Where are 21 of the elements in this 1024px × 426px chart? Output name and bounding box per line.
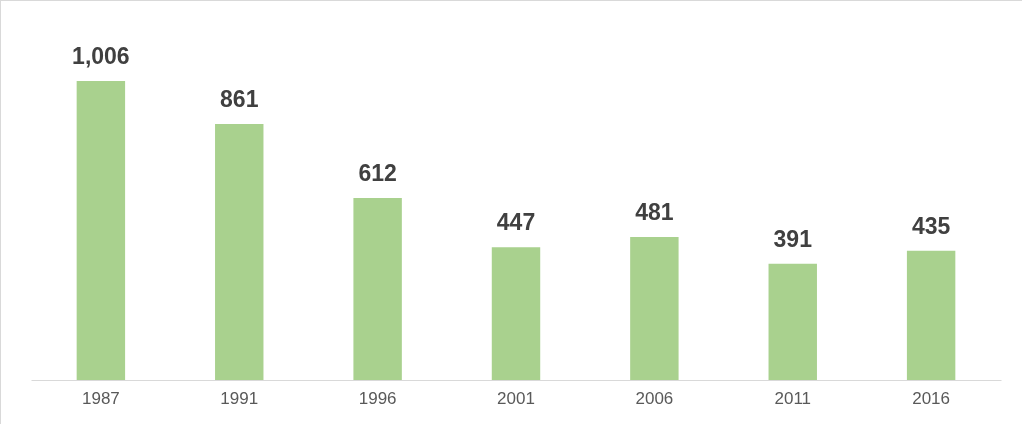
data-label: 435	[911, 212, 951, 239]
bar	[215, 124, 264, 380]
bar	[353, 198, 402, 380]
x-tick-label: 2006	[635, 388, 674, 408]
bar	[630, 237, 679, 380]
data-label: 1,006	[72, 43, 130, 69]
data-label: 391	[773, 225, 813, 252]
bar	[76, 81, 126, 380]
data-label: 612	[358, 160, 397, 187]
bar	[906, 250, 956, 380]
x-tick-label: 2001	[497, 388, 535, 408]
bar	[768, 263, 817, 380]
x-tick-label: 1996	[358, 388, 397, 408]
bar	[491, 247, 541, 380]
data-label: 447	[496, 209, 536, 236]
data-label: 481	[635, 199, 674, 226]
data-label: 861	[220, 86, 259, 113]
x-tick-label: 1991	[220, 388, 259, 408]
x-tick-label: 2016	[912, 388, 951, 408]
x-tick-label: 1987	[81, 388, 120, 408]
x-tick-label: 2011	[774, 388, 812, 408]
